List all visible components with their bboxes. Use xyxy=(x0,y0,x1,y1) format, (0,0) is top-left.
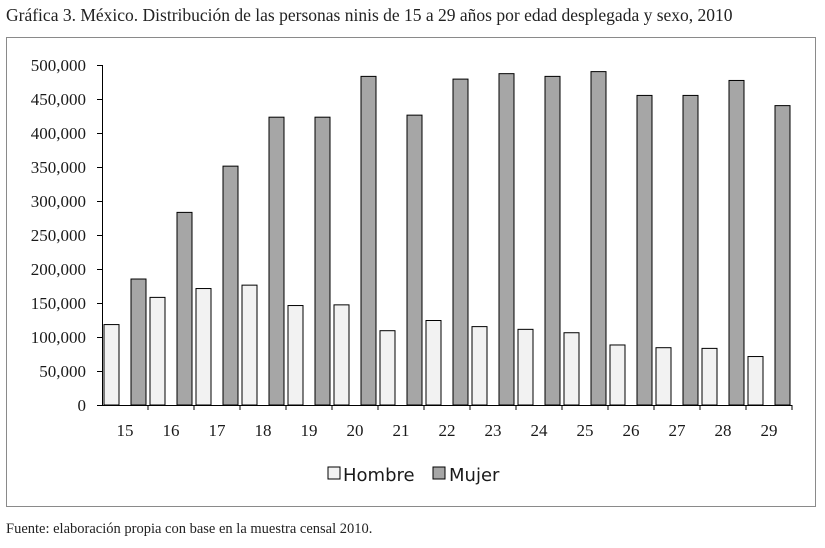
x-tick-label: 27 xyxy=(669,421,687,440)
x-tick-label: 26 xyxy=(623,421,640,440)
x-tick-label: 24 xyxy=(531,421,549,440)
y-tick-label: 500,000 xyxy=(31,56,86,75)
chart-frame xyxy=(6,37,816,507)
bar-hombre-25 xyxy=(563,332,580,406)
bar-hombre-22 xyxy=(425,320,442,406)
bar-mujer-17 xyxy=(222,165,239,406)
bar-mujer-18 xyxy=(268,116,285,406)
legend-swatch-mujer xyxy=(432,466,446,480)
bar-mujer-15 xyxy=(130,278,147,406)
bar-hombre-18 xyxy=(241,284,258,406)
x-tick-label: 15 xyxy=(117,421,134,440)
bar-mujer-25 xyxy=(590,71,607,406)
x-tick-label: 23 xyxy=(485,421,502,440)
bar-mujer-26 xyxy=(636,94,653,406)
x-tick-label: 18 xyxy=(255,421,272,440)
bar-mujer-19 xyxy=(314,116,331,406)
bar-hombre-24 xyxy=(517,328,534,406)
bar-hombre-16 xyxy=(149,296,166,406)
bar-hombre-21 xyxy=(379,330,396,406)
x-tick-label: 21 xyxy=(393,421,410,440)
bar-hombre-17 xyxy=(195,288,212,406)
bar-mujer-22 xyxy=(452,78,469,406)
y-tick-label: 0 xyxy=(78,396,87,415)
bar-mujer-16 xyxy=(176,211,193,406)
y-tick-label: 400,000 xyxy=(31,124,86,143)
y-tick-label: 450,000 xyxy=(31,90,86,109)
bar-hombre-23 xyxy=(471,326,488,406)
bar-hombre-28 xyxy=(701,347,718,406)
x-tick-label: 20 xyxy=(347,421,364,440)
bar-hombre-20 xyxy=(333,304,350,406)
x-axis-ticks: 15 16 17 18 19 20 21 22 23 24 25 26 27 28 29 xyxy=(117,405,793,440)
bar-mujer-27 xyxy=(682,94,699,406)
bar-hombre-19 xyxy=(287,305,304,406)
x-tick-label: 16 xyxy=(163,421,180,440)
y-tick-label: 100,000 xyxy=(31,328,86,347)
legend-label-mujer: Mujer xyxy=(449,465,500,486)
y-axis-ticks: 0 50,000 100,000 150,000 200,000 250,000 300,0… xyxy=(31,56,102,415)
y-tick-label: 200,000 xyxy=(31,260,86,279)
y-tick-label: 300,000 xyxy=(31,192,86,211)
y-tick-label: 50,000 xyxy=(39,362,86,381)
bar-mujer-24 xyxy=(544,75,561,406)
bar-hombre-27 xyxy=(655,347,672,406)
y-tick-label: 150,000 xyxy=(31,294,86,313)
x-tick-label: 25 xyxy=(577,421,594,440)
bar-mujer-21 xyxy=(406,114,423,406)
chart-title: Gráfica 3. México. Distribución de las p… xyxy=(6,5,733,25)
legend: Hombre Mujer xyxy=(327,465,500,486)
bar-hombre-15 xyxy=(103,324,120,406)
bar-hombre-29 xyxy=(747,356,764,406)
x-tick-label: 28 xyxy=(715,421,732,440)
bar-hombre-26 xyxy=(609,344,626,406)
x-tick-label: 17 xyxy=(209,421,227,440)
source-note: Fuente: elaboración propia con base en l… xyxy=(6,521,373,537)
bar-mujer-29 xyxy=(774,105,791,406)
bar-mujer-23 xyxy=(498,73,515,406)
bars xyxy=(103,71,791,406)
y-tick-label: 350,000 xyxy=(31,158,86,177)
x-tick-label: 22 xyxy=(439,421,456,440)
legend-swatch-hombre xyxy=(327,466,341,480)
y-tick-label: 250,000 xyxy=(31,226,86,245)
legend-label-hombre: Hombre xyxy=(343,465,415,486)
x-tick-label: 29 xyxy=(761,421,778,440)
bar-mujer-28 xyxy=(728,79,745,406)
bar-mujer-20 xyxy=(360,75,377,406)
x-tick-label: 19 xyxy=(301,421,318,440)
